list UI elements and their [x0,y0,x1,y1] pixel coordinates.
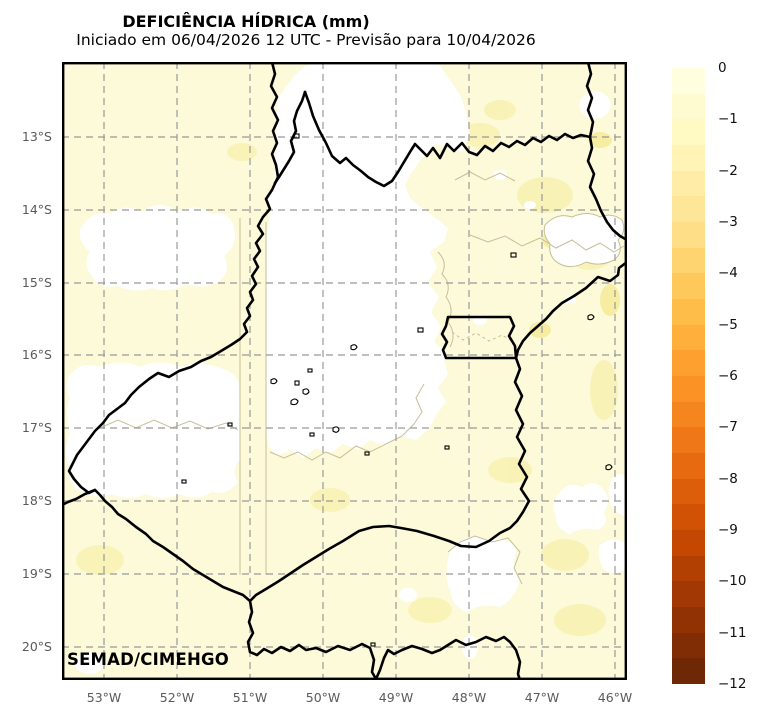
colorbar-tick-label: −2 [718,162,738,179]
colorbar-segment [672,453,705,479]
colorbar-segment [672,427,705,454]
colorbar-segment [672,145,705,171]
colorbar-tick-label: 0 [718,60,727,76]
colorbar-tick-label: −3 [718,214,738,230]
colorbar-segment [672,350,705,377]
colorbar-segment [672,376,705,402]
credit-label: SEMAD/CIMEHGO [67,650,229,669]
colorbar-segment [672,607,705,633]
colorbar-tick-label: −6 [718,368,738,384]
lon-tick-label: 51°W [232,690,268,705]
map-frame [62,62,627,680]
colorbar [672,68,705,685]
lat-tick-label: 17°S [21,420,52,435]
lat-tick-label: 15°S [21,275,52,290]
colorbar-segment [672,68,705,94]
lon-tick-label: 49°W [378,690,414,705]
lon-tick-label: 53°W [86,690,122,705]
colorbar-segment [672,504,705,531]
lat-tick-label: 14°S [21,202,52,217]
colorbar-segment [672,632,705,659]
lat-tick-label: 20°S [21,639,52,654]
lon-tick-label: 52°W [159,690,195,705]
colorbar-segment [672,401,705,428]
lon-tick-label: 50°W [305,690,341,705]
lon-tick-label: 48°W [451,690,487,705]
colorbar-segment [672,222,705,248]
colorbar-segment [672,299,705,325]
federal-district-boundary [440,315,518,360]
colorbar-tick-label: −12 [718,676,747,692]
lon-tick-label: 47°W [524,690,560,705]
graticule-grid [62,62,627,680]
colorbar-segment [672,93,705,120]
colorbar-segment [672,581,705,608]
colorbar-segment [672,658,705,685]
colorbar-segment [672,247,705,274]
colorbar-tick-label: −8 [718,470,738,487]
lat-tick-label: 18°S [21,493,52,508]
colorbar-tick-label: −11 [718,624,747,641]
map-canvas [62,62,627,680]
colorbar-segment [672,530,705,556]
colorbar-segment [672,273,705,300]
colorbar-tick-label: −5 [718,316,738,333]
lat-tick-label: 16°S [21,347,52,362]
page-subtitle: Iniciado em 06/04/2026 12 UTC - Previsão… [76,31,536,49]
colorbar-tick-label: −7 [718,419,738,436]
colorbar-tick-label: −1 [718,111,738,128]
lat-tick-label: 19°S [21,566,52,581]
zero-deficit-regions [66,63,627,674]
lon-tick-label: 46°W [597,690,633,705]
colorbar-segment [672,170,705,197]
colorbar-segment [672,119,705,146]
colorbar-segment [672,555,705,582]
zero-deficit-region-ne [543,213,625,268]
colorbar-tick-label: −9 [718,522,738,538]
colorbar-tick-label: −4 [718,265,738,282]
colorbar-segment [672,478,705,505]
lat-tick-label: 13°S [21,129,52,144]
page-title: DEFICIÊNCIA HÍDRICA (mm) [122,12,370,31]
colorbar-segment [672,324,705,351]
colorbar-tick-label: −10 [718,573,747,590]
colorbar-segment [672,196,705,223]
state-boundary [62,62,627,680]
